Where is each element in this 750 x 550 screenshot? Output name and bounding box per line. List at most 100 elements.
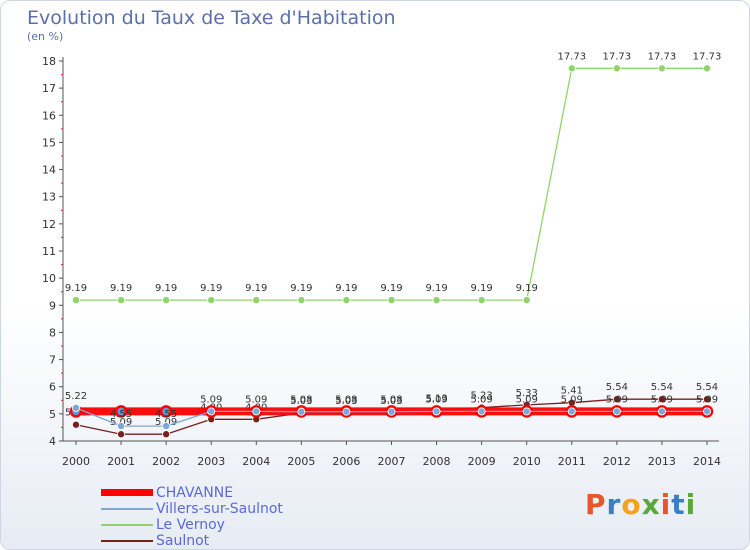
logo-letter: P <box>585 488 607 521</box>
data-label-le-vernoy: 9.19 <box>110 283 132 294</box>
data-label-saulnot: 5.13 <box>425 393 447 404</box>
x-tick-label: 2004 <box>242 455 270 468</box>
chart-unit: (en %) <box>27 30 64 43</box>
x-tick-label: 2008 <box>423 455 451 468</box>
data-point-villers-sur-saulnot <box>657 407 666 416</box>
y-tick-label: 17 <box>42 82 56 95</box>
data-label-le-vernoy: 9.19 <box>471 283 493 294</box>
y-tick-label: 18 <box>42 55 56 68</box>
legend-item-saulnot: Saulnot <box>101 533 401 549</box>
data-point-villers-sur-saulnot <box>387 407 396 416</box>
data-point-villers-sur-saulnot <box>522 407 531 416</box>
data-label-le-vernoy: 9.19 <box>516 283 538 294</box>
y-tick-label: 7 <box>49 354 56 367</box>
data-point-villers-sur-saulnot <box>477 407 486 416</box>
y-tick-label: 14 <box>42 164 56 177</box>
data-label-villers-sur-saulnot: 5.09 <box>245 394 267 405</box>
data-label-villers-sur-saulnot: 5.09 <box>425 394 447 405</box>
x-tick-label: 2011 <box>558 455 586 468</box>
data-point-villers-sur-saulnot <box>207 407 216 416</box>
data-point-chavanne <box>114 405 128 418</box>
legend-label-le-vernoy: Le Vernoy <box>156 517 225 533</box>
data-label-le-vernoy: 9.19 <box>425 283 447 294</box>
chart-title: Evolution du Taux de Taxe d'Habitation <box>27 7 396 29</box>
x-tick-label: 2006 <box>332 455 360 468</box>
logo-letter: x <box>641 488 661 521</box>
data-point-le-vernoy <box>117 296 126 305</box>
data-point-le-vernoy <box>477 296 486 305</box>
x-tick-label: 2005 <box>287 455 315 468</box>
data-point-villers-sur-saulnot <box>252 407 261 416</box>
data-label-le-vernoy: 9.19 <box>380 283 402 294</box>
data-point-chavanne <box>159 405 173 418</box>
legend-swatch-le-vernoy <box>101 524 153 526</box>
x-tick-label: 2000 <box>62 455 90 468</box>
legend-swatch-chavanne <box>101 489 153 496</box>
y-tick-label: 16 <box>42 109 56 122</box>
data-label-villers-sur-saulnot: 4.55 <box>110 409 132 420</box>
data-label-le-vernoy: 9.19 <box>335 283 357 294</box>
x-tick-label: 2013 <box>648 455 676 468</box>
data-label-villers-sur-saulnot: 5.08 <box>290 395 312 406</box>
legend-swatch-villers-sur-saulnot <box>101 508 153 510</box>
data-point-villers-sur-saulnot <box>162 422 171 431</box>
data-label-le-vernoy: 17.73 <box>557 51 586 62</box>
y-tick-label: 6 <box>49 381 56 394</box>
data-point-le-vernoy <box>522 296 531 305</box>
legend-label-villers-sur-saulnot: Villers-sur-Saulnot <box>156 501 283 517</box>
data-point-saulnot <box>657 395 666 404</box>
data-label-villers-sur-saulnot: 5.09 <box>606 394 628 405</box>
x-tick-label: 2001 <box>107 455 135 468</box>
series-line-le-vernoy <box>76 67 707 301</box>
data-point-le-vernoy <box>252 296 261 305</box>
data-point-le-vernoy <box>612 64 621 73</box>
data-label-villers-sur-saulnot: 5.08 <box>335 395 357 406</box>
data-point-saulnot <box>703 395 712 404</box>
data-label-villers-sur-saulnot: 5.08 <box>380 395 402 406</box>
x-tick-label: 2007 <box>378 455 406 468</box>
legend-swatch-saulnot <box>101 540 153 542</box>
data-label-saulnot: 5.54 <box>606 382 628 393</box>
data-label-le-vernoy: 9.19 <box>65 283 87 294</box>
data-label-saulnot: 5.03 <box>335 396 357 407</box>
legend-item-villers-sur-saulnot: Villers-sur-Saulnot <box>101 501 401 517</box>
data-point-villers-sur-saulnot <box>432 407 441 416</box>
y-tick-label: 4 <box>49 435 56 448</box>
y-tick-label: 5 <box>49 408 56 421</box>
data-point-le-vernoy <box>567 64 576 73</box>
data-point-saulnot <box>117 430 126 439</box>
data-point-villers-sur-saulnot <box>703 407 712 416</box>
x-tick-label: 2009 <box>468 455 496 468</box>
data-label-villers-sur-saulnot: 5.09 <box>651 394 673 405</box>
y-tick-label: 15 <box>42 136 56 149</box>
data-label-le-vernoy: 9.19 <box>200 283 222 294</box>
data-label-villers-sur-saulnot: 5.09 <box>516 394 538 405</box>
legend-item-chavanne: CHAVANNE <box>101 485 401 501</box>
data-label-le-vernoy: 9.19 <box>290 283 312 294</box>
y-tick-label: 11 <box>42 245 56 258</box>
x-tick-label: 2003 <box>197 455 225 468</box>
data-label-villers-sur-saulnot: 5.22 <box>65 391 87 402</box>
logo-letter: t <box>671 488 686 521</box>
data-label-le-vernoy: 17.73 <box>603 51 632 62</box>
data-point-le-vernoy <box>342 296 351 305</box>
legend-item-le-vernoy: Le Vernoy <box>101 517 401 533</box>
x-tick-label: 2012 <box>603 455 631 468</box>
data-point-le-vernoy <box>387 296 396 305</box>
data-label-saulnot: 5.54 <box>651 382 673 393</box>
y-tick-label: 13 <box>42 191 56 204</box>
x-tick-label: 2002 <box>152 455 180 468</box>
logo-letter: i <box>685 488 697 521</box>
y-tick-label: 9 <box>49 299 56 312</box>
data-point-villers-sur-saulnot <box>117 422 126 431</box>
data-label-saulnot: 5.41 <box>561 386 583 397</box>
legend: CHAVANNE Villers-sur-Saulnot Le Vernoy S… <box>101 485 401 549</box>
data-label-villers-sur-saulnot: 5.09 <box>696 394 718 405</box>
data-point-le-vernoy <box>72 296 81 305</box>
data-point-le-vernoy <box>432 296 441 305</box>
data-label-villers-sur-saulnot: 5.09 <box>200 394 222 405</box>
logo-letter: i <box>660 488 672 521</box>
proxiti-logo: Proxiti <box>585 488 696 521</box>
data-point-villers-sur-saulnot <box>342 407 351 416</box>
data-label-le-vernoy: 17.73 <box>693 51 722 62</box>
